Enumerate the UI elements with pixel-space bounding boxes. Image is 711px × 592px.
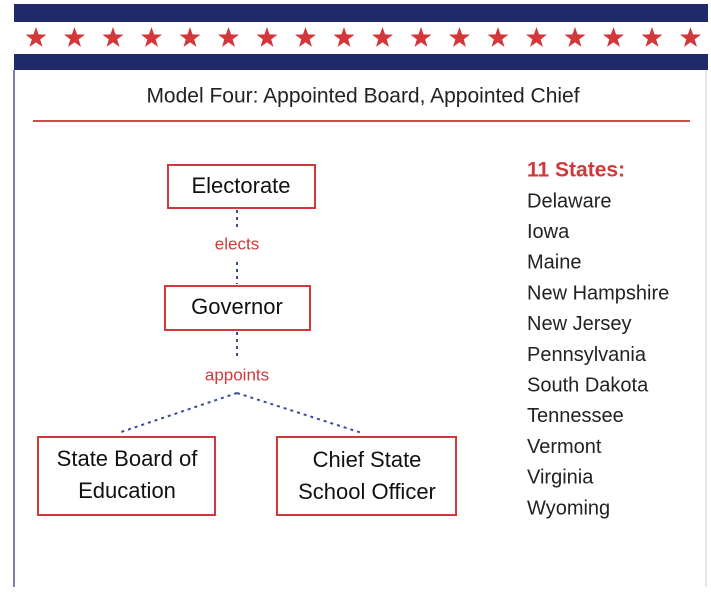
star	[64, 27, 85, 47]
edge-label: appoints	[205, 365, 269, 384]
star	[256, 27, 278, 47]
star	[179, 27, 201, 47]
state-name: New Jersey	[527, 313, 631, 335]
boxes	[37, 164, 457, 516]
star	[487, 27, 509, 47]
star	[680, 27, 701, 47]
star	[641, 27, 663, 47]
node-label: Education	[78, 478, 176, 503]
star	[295, 27, 316, 47]
star	[218, 27, 239, 47]
states-list: Delaware Iowa Maine New Hampshire New Jersey…	[527, 190, 669, 519]
states-heading: 11 States:	[527, 159, 625, 182]
top-band	[14, 4, 708, 22]
node-box	[37, 436, 216, 516]
node-box	[164, 285, 311, 331]
state-name: New Hampshire	[527, 282, 669, 304]
star	[333, 27, 355, 47]
state-name: Maine	[527, 252, 581, 274]
star	[102, 27, 124, 47]
star	[372, 27, 393, 47]
state-name: Delaware	[527, 190, 611, 212]
state-name: Wyoming	[527, 497, 610, 519]
star	[564, 27, 586, 47]
state-name: Iowa	[527, 221, 570, 243]
stars	[25, 27, 701, 47]
state-name: South Dakota	[527, 374, 649, 396]
bottom-band	[14, 54, 708, 70]
star	[25, 27, 47, 47]
star	[603, 27, 624, 47]
state-name: Vermont	[527, 436, 602, 458]
title: Model Four: Appointed Board, Appointed C…	[146, 85, 579, 108]
node-label: State Board of	[57, 446, 199, 471]
node-box	[276, 436, 457, 516]
node-box	[167, 164, 316, 209]
node-labels: Electorate Governor State Board of Educa…	[57, 173, 436, 504]
star	[141, 27, 162, 47]
state-name: Pennsylvania	[527, 344, 647, 366]
star	[410, 27, 432, 47]
edge-label: elects	[215, 234, 259, 253]
node-label: Governor	[191, 294, 283, 319]
node-label: Chief State	[313, 447, 422, 472]
star	[449, 27, 470, 47]
connectors	[117, 210, 363, 434]
connector	[236, 392, 363, 434]
star	[526, 27, 547, 47]
state-name: Tennessee	[527, 405, 624, 427]
node-label: School Officer	[298, 479, 436, 504]
node-label: Electorate	[191, 173, 290, 198]
state-name: Virginia	[527, 467, 594, 489]
